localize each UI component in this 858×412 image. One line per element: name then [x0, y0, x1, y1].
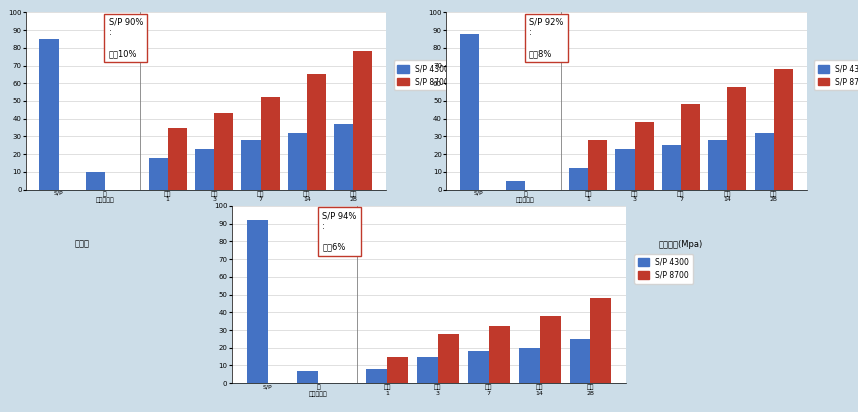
Bar	[438, 334, 459, 383]
Legend: S/P 4300, S/P 8700: S/P 4300, S/P 8700	[634, 254, 693, 283]
Bar	[519, 348, 540, 383]
Text: S/P 92%
:

규산8%: S/P 92% : 규산8%	[529, 18, 564, 58]
Text: 배합비: 배합비	[494, 239, 510, 248]
Bar	[307, 74, 326, 190]
Bar	[588, 140, 607, 190]
Text: 배합비: 배합비	[74, 239, 89, 248]
Bar	[246, 220, 268, 383]
Text: S/P 94%
:

규신6%: S/P 94% : 규신6%	[323, 211, 357, 251]
Bar	[148, 158, 167, 190]
Bar	[387, 357, 408, 383]
Bar	[298, 371, 318, 383]
Bar	[261, 97, 280, 190]
Legend: S/P 4300, S/P 8700: S/P 4300, S/P 8700	[394, 61, 453, 90]
Bar	[366, 369, 387, 383]
Bar	[86, 172, 105, 190]
Bar	[774, 69, 793, 190]
Bar	[353, 52, 372, 190]
Text: S/P 90%
:

규산10%: S/P 90% : 규산10%	[109, 18, 143, 58]
Bar	[681, 105, 700, 190]
Bar	[39, 39, 58, 190]
Bar	[489, 326, 510, 383]
Bar	[287, 133, 307, 190]
Legend: S/P 4300, S/P 8700: S/P 4300, S/P 8700	[814, 61, 858, 90]
Text: 압축강도(Mpa): 압축강도(Mpa)	[659, 239, 703, 248]
Bar	[569, 168, 588, 190]
Bar	[708, 140, 728, 190]
Bar	[241, 140, 261, 190]
Bar	[214, 113, 233, 190]
Bar	[662, 145, 681, 190]
Bar	[570, 339, 590, 383]
Bar	[167, 128, 187, 190]
Bar	[728, 87, 746, 190]
Bar	[335, 124, 353, 190]
Bar	[755, 133, 774, 190]
Bar	[506, 180, 525, 190]
Bar	[635, 122, 654, 190]
Bar	[615, 149, 635, 190]
Bar	[468, 351, 489, 383]
Text: 압축강도(Mpa): 압축강도(Mpa)	[239, 239, 282, 248]
Bar	[590, 298, 612, 383]
Bar	[195, 149, 214, 190]
Bar	[540, 316, 560, 383]
Bar	[460, 34, 479, 190]
Bar	[417, 357, 438, 383]
